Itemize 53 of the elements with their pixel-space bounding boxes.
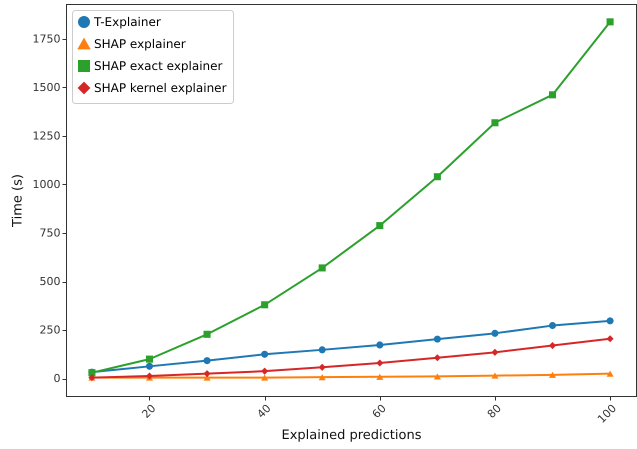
x-tick-label: 100 [595,402,620,426]
point [548,342,556,350]
y-tick-label: 1500 [32,80,60,94]
y-tick-label: 0 [54,372,60,386]
point [146,362,154,370]
point [261,350,268,358]
point [548,322,556,330]
point [261,374,268,381]
legend-label: T-Explainer [93,15,161,29]
x-tick-label: 80 [484,402,504,421]
point [376,341,384,348]
point [606,370,614,377]
x-axis-title: Explained predictions [282,428,422,444]
y-tick-label: 1250 [32,129,60,142]
point [376,359,384,367]
legend-label: SHAP exact explainer [94,59,223,73]
legend-label: SHAP explainer [94,37,186,51]
y-axis-title: Time (s) [10,174,26,228]
point [491,119,498,126]
point [606,18,614,26]
point [548,372,556,378]
point [376,222,384,230]
point [606,317,614,324]
point [434,336,441,343]
point [318,374,326,380]
point [146,356,154,363]
point [548,91,556,98]
point [434,354,441,362]
point [261,301,268,308]
point [606,335,614,342]
x-tick-label: 60 [370,402,389,421]
point [434,373,441,380]
legend-label: SHAP kernel explainer [94,81,227,95]
point [318,264,326,272]
point [204,357,211,364]
point [204,370,211,378]
point [318,346,326,354]
x-tick-label: 20 [139,402,158,421]
point [376,374,384,380]
point [491,372,498,379]
y-tick-label: 1000 [32,178,60,191]
y-tick-label: 500 [40,275,60,288]
point [491,348,498,356]
point [318,364,326,371]
x-tick-label: 40 [254,402,274,421]
point [261,368,268,375]
point [491,330,498,337]
point [434,173,441,180]
y-tick-label: 250 [40,324,60,337]
y-tick-label: 750 [40,226,60,240]
y-tick-label: 1750 [32,32,60,46]
point [204,330,211,338]
point [146,372,154,380]
